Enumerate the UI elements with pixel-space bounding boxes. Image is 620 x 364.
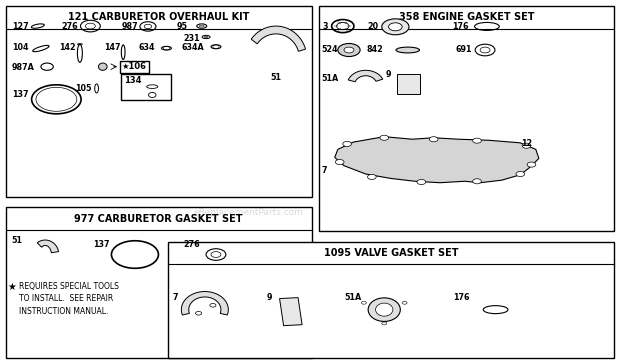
Text: ★106: ★106 — [122, 62, 147, 71]
Text: 231: 231 — [183, 34, 200, 43]
Ellipse shape — [376, 303, 393, 316]
Text: REQUIRES SPECIAL TOOLS
TO INSTALL.  SEE REPAIR
INSTRUCTION MANUAL.: REQUIRES SPECIAL TOOLS TO INSTALL. SEE R… — [19, 282, 119, 316]
Polygon shape — [348, 70, 383, 82]
Polygon shape — [251, 26, 306, 51]
Circle shape — [382, 19, 409, 35]
Text: 987: 987 — [122, 23, 138, 31]
Text: 142: 142 — [60, 43, 76, 52]
Text: 1095 VALVE GASKET SET: 1095 VALVE GASKET SET — [324, 248, 458, 258]
Text: 104: 104 — [12, 43, 29, 52]
Text: 20: 20 — [367, 23, 378, 31]
Text: 634A: 634A — [181, 43, 204, 52]
Text: 95: 95 — [177, 23, 188, 31]
Text: 276: 276 — [61, 23, 78, 31]
Text: 358 ENGINE GASKET SET: 358 ENGINE GASKET SET — [399, 12, 534, 22]
Text: 51: 51 — [12, 236, 23, 245]
Circle shape — [338, 43, 360, 56]
Text: ★: ★ — [7, 282, 16, 292]
Bar — [397, 74, 420, 94]
Circle shape — [344, 47, 354, 53]
Circle shape — [522, 143, 531, 148]
Text: 51: 51 — [270, 73, 281, 82]
Text: 691: 691 — [455, 45, 472, 54]
Circle shape — [343, 141, 352, 146]
Text: 9: 9 — [386, 70, 391, 79]
Text: 105: 105 — [75, 84, 91, 93]
Text: 9: 9 — [267, 293, 272, 302]
Ellipse shape — [396, 47, 420, 53]
Text: 3: 3 — [322, 23, 328, 31]
Bar — [280, 298, 302, 326]
Text: 276: 276 — [183, 240, 200, 249]
Text: 987A: 987A — [12, 63, 35, 72]
Circle shape — [527, 162, 536, 167]
Text: 51A: 51A — [344, 293, 361, 302]
Text: 524: 524 — [321, 45, 338, 54]
Text: 147: 147 — [105, 43, 121, 52]
Circle shape — [210, 304, 216, 307]
Text: 127: 127 — [12, 23, 29, 31]
Circle shape — [195, 312, 202, 315]
Circle shape — [472, 138, 481, 143]
Text: 121 CARBURETOR OVERHAUL KIT: 121 CARBURETOR OVERHAUL KIT — [68, 12, 249, 22]
Circle shape — [430, 136, 438, 142]
Text: eReplacementParts.com: eReplacementParts.com — [193, 208, 303, 217]
Circle shape — [516, 171, 525, 177]
Text: 176: 176 — [452, 23, 469, 31]
Text: 12: 12 — [521, 139, 533, 148]
Ellipse shape — [368, 298, 401, 321]
Text: 51A: 51A — [321, 74, 339, 83]
Bar — [168, 242, 614, 358]
Bar — [319, 6, 614, 231]
Text: 134: 134 — [124, 76, 141, 85]
Bar — [122, 74, 171, 100]
Circle shape — [361, 301, 366, 304]
Circle shape — [389, 23, 402, 31]
Ellipse shape — [99, 63, 107, 70]
Text: 7: 7 — [172, 293, 178, 302]
Text: 137: 137 — [12, 90, 29, 99]
Text: 634: 634 — [138, 43, 154, 52]
Circle shape — [417, 179, 426, 185]
Bar — [6, 207, 312, 358]
Circle shape — [380, 135, 389, 140]
Polygon shape — [37, 240, 58, 253]
Polygon shape — [335, 136, 539, 183]
Circle shape — [402, 301, 407, 304]
Text: 7: 7 — [321, 166, 327, 175]
Bar — [6, 6, 312, 197]
Text: 176: 176 — [453, 293, 470, 302]
Text: 842: 842 — [367, 45, 384, 54]
Circle shape — [472, 179, 481, 184]
Circle shape — [335, 159, 344, 165]
Text: 977 CARBURETOR GASKET SET: 977 CARBURETOR GASKET SET — [74, 214, 243, 223]
Polygon shape — [181, 292, 228, 315]
Text: 137: 137 — [94, 240, 110, 249]
Circle shape — [382, 322, 387, 325]
Circle shape — [368, 174, 376, 179]
